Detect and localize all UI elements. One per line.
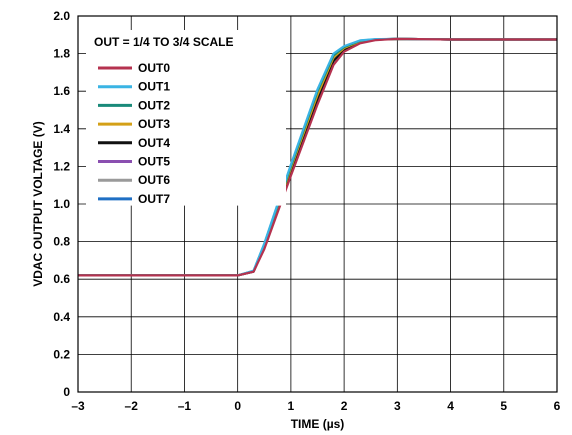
x-tick-label: 2 bbox=[341, 399, 348, 413]
x-tick-label: 4 bbox=[447, 399, 454, 413]
y-axis-title: VDAC OUTPUT VOLTAGE (V) bbox=[31, 121, 45, 287]
legend-background bbox=[86, 30, 286, 206]
y-tick-label: 0.2 bbox=[53, 347, 70, 361]
legend-label-out3: OUT3 bbox=[138, 117, 170, 131]
y-tick-label: 0.6 bbox=[53, 272, 70, 286]
y-tick-label: 1.8 bbox=[53, 47, 70, 61]
y-tick-label: 0.8 bbox=[53, 235, 70, 249]
y-tick-label: 1.2 bbox=[53, 159, 70, 173]
legend-label-out0: OUT0 bbox=[138, 61, 170, 75]
series-line-out0 bbox=[78, 37, 557, 277]
x-tick-label: –1 bbox=[178, 399, 192, 413]
x-tick-label: 1 bbox=[288, 399, 295, 413]
x-axis-ticks: –3 –2 –1 0 1 2 3 4 5 6 bbox=[71, 399, 560, 413]
x-tick-label: 5 bbox=[500, 399, 507, 413]
legend-items: OUT0 OUT1 OUT2 OUT3 OUT4 OUT5 OUT6 OUT7 bbox=[98, 61, 170, 206]
legend-title: OUT = 1/4 TO 3/4 SCALE bbox=[94, 35, 234, 49]
y-tick-label: 0.4 bbox=[53, 310, 70, 324]
y-tick-label: 0 bbox=[63, 385, 70, 399]
x-axis-title: TIME (µs) bbox=[291, 417, 345, 431]
legend-label-out5: OUT5 bbox=[138, 155, 170, 169]
y-tick-label: 1.6 bbox=[53, 84, 70, 98]
series-layer bbox=[78, 37, 557, 277]
y-tick-label: 2.0 bbox=[53, 9, 70, 23]
legend-label-out4: OUT4 bbox=[138, 136, 170, 150]
y-axis-ticks: 0 0.2 0.4 0.6 0.8 1.0 1.2 1.4 1.6 1.8 2.0 bbox=[53, 9, 70, 399]
legend-label-out1: OUT1 bbox=[138, 80, 170, 94]
x-tick-label: –2 bbox=[125, 399, 139, 413]
y-tick-label: 1.0 bbox=[53, 197, 70, 211]
x-tick-label: 0 bbox=[234, 399, 241, 413]
x-tick-label: 6 bbox=[554, 399, 561, 413]
legend-label-out7: OUT7 bbox=[138, 192, 170, 206]
legend-label-out6: OUT6 bbox=[138, 173, 170, 187]
legend-label-out2: OUT2 bbox=[138, 98, 170, 112]
y-tick-label: 1.4 bbox=[53, 122, 70, 136]
x-tick-label: 3 bbox=[394, 399, 401, 413]
legend: OUT = 1/4 TO 3/4 SCALE OUT0OUT1OUT2OUT3O… bbox=[86, 30, 286, 206]
plot-frame bbox=[77, 15, 558, 393]
x-tick-label: –3 bbox=[71, 399, 85, 413]
